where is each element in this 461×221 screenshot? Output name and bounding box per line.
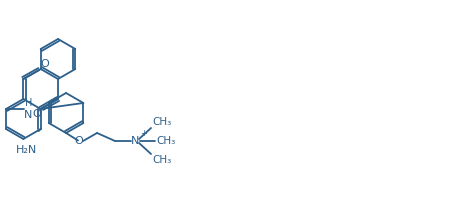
- Text: N: N: [131, 136, 139, 146]
- Text: O: O: [41, 59, 49, 69]
- Text: O: O: [75, 136, 83, 146]
- Text: O: O: [32, 109, 41, 119]
- Text: H: H: [25, 98, 32, 108]
- Text: CH₃: CH₃: [152, 155, 171, 165]
- Text: H₂N: H₂N: [15, 145, 37, 155]
- Text: CH₃: CH₃: [156, 136, 175, 146]
- Text: N: N: [24, 110, 32, 120]
- Text: CH₃: CH₃: [152, 117, 171, 127]
- Text: +: +: [140, 129, 147, 138]
